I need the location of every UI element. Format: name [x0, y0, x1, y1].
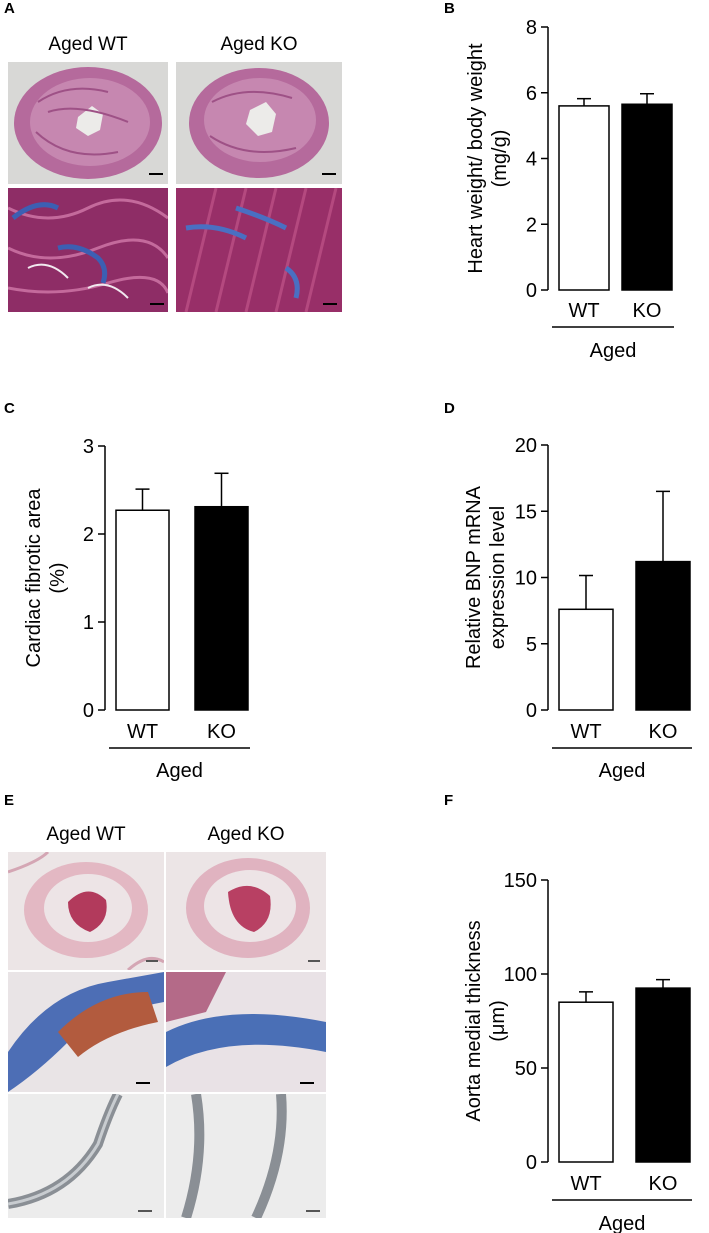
chart-c-tick-label-3: 3	[83, 436, 94, 458]
panel-a-label-wt: Aged WT	[48, 34, 128, 55]
chart-b-tick-label-1: 2	[526, 214, 537, 236]
panel-e-label-wt: Aged WT	[46, 824, 126, 845]
panel-e-trichrome-wt	[8, 972, 164, 1092]
chart-d-category-label-wt: WT	[570, 721, 601, 743]
chart-c-category-label-wt: WT	[127, 721, 158, 743]
chart-c-ylabel-line-0: Cardiac fibrotic area	[23, 488, 45, 668]
panel-letter-d: D	[444, 400, 455, 417]
chart-d-tick-label-2: 10	[515, 568, 537, 590]
panel-e-he-wt	[8, 852, 164, 970]
panel-e-trichrome-ko	[166, 972, 326, 1092]
panel-e-elastin-wt	[8, 1094, 164, 1218]
chart-b-tick-label-2: 4	[526, 149, 537, 171]
panel-a-heart-section-wt	[8, 62, 168, 184]
panel-e-elastin-ko	[166, 1094, 326, 1218]
chart-f-tick-label-1: 50	[515, 1058, 537, 1080]
chart-d-ylabel-line-0: Relative BNP mRNA	[463, 485, 485, 669]
panel-e-label-ko: Aged KO	[207, 824, 285, 845]
chart-b-group-label: Aged	[590, 340, 637, 362]
panel-letter-c: C	[4, 400, 15, 417]
chart-d-tick-label-1: 5	[526, 634, 537, 656]
panel-a-heart-section-ko	[176, 62, 342, 184]
chart-d-tick-label-4: 20	[515, 435, 537, 457]
chart-f-tick-label-0: 0	[526, 1152, 537, 1174]
chart-b-tick-label-0: 0	[526, 280, 537, 302]
panel-e-he-ko	[166, 852, 326, 970]
chart-f-ylabel-line-0: Aorta medial thickness	[463, 920, 485, 1121]
chart-b-tick-label-4: 8	[526, 17, 537, 39]
chart-c-group-label: Aged	[156, 760, 203, 782]
chart-d-category-label-ko: KO	[649, 721, 678, 743]
panel-a-trichrome-ko	[176, 188, 342, 312]
chart-f-category-label-wt: WT	[570, 1173, 601, 1195]
panel-letter-e: E	[4, 792, 15, 809]
chart-d-bar-ko	[635, 560, 691, 711]
chart-f-category-label-ko: KO	[649, 1173, 678, 1195]
chart-d-tick-label-0: 0	[526, 700, 537, 722]
chart-b-ylabel-line-0: Heart weight/ body weight	[465, 43, 487, 274]
panel-a-trichrome-wt	[8, 188, 168, 312]
chart-f-bar-ko	[635, 987, 691, 1163]
chart-f-ylabel-line-1: (μm)	[487, 1000, 509, 1042]
panel-a-label-ko: Aged KO	[220, 34, 298, 55]
chart-f-tick-label-3: 150	[504, 870, 537, 892]
chart-c-tick-label-2: 2	[83, 524, 94, 546]
chart-b-tick-label-3: 6	[526, 83, 537, 105]
panel-letter-a: A	[4, 0, 15, 17]
chart-c-bar-wt	[115, 509, 170, 711]
chart-d-group-label: Aged	[599, 760, 646, 782]
chart-d-bar-wt	[558, 608, 614, 711]
panel-letter-b: B	[444, 0, 455, 17]
chart-f-bar-wt	[558, 1001, 614, 1163]
chart-c-ylabel-line-1: (%)	[47, 562, 69, 593]
chart-c-tick-label-1: 1	[83, 612, 94, 634]
chart-c-tick-label-0: 0	[83, 700, 94, 722]
chart-b-bar-wt	[558, 105, 610, 291]
chart-b-ylabel-line-1: (mg/g)	[489, 130, 511, 188]
panel-letter-f: F	[444, 792, 454, 809]
chart-b-category-label-wt: WT	[568, 300, 599, 322]
chart-d-ylabel-line-1: expression level	[487, 506, 509, 649]
chart-b-bar-ko	[621, 103, 673, 291]
chart-c-category-label-ko: KO	[207, 721, 236, 743]
chart-d-tick-label-3: 15	[515, 501, 537, 523]
chart-f-tick-label-2: 100	[504, 964, 537, 986]
chart-f-group-label: Aged	[599, 1213, 646, 1233]
chart-c-bar-ko	[194, 505, 249, 711]
chart-b-category-label-ko: KO	[633, 300, 662, 322]
